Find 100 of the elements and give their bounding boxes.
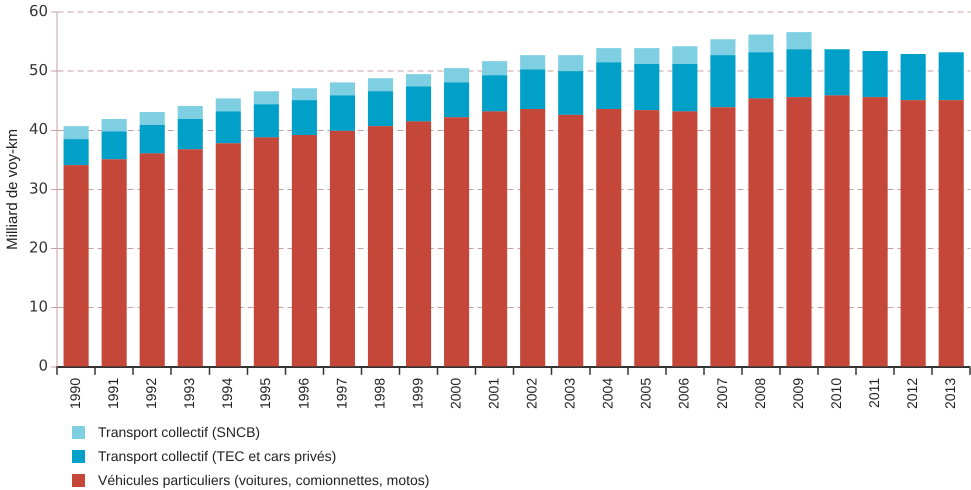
x-tick-label: 1992 [143,378,160,410]
bar [368,91,394,126]
x-tick-label: 2013 [942,378,958,410]
x-tick-label: 2011 [866,378,882,408]
x-tick-label: 1995 [257,378,274,410]
bar [140,153,165,366]
bar [178,149,203,366]
bar [824,95,850,366]
y-tick-label: 50 [28,61,48,80]
bar [596,62,622,109]
bar [406,121,432,366]
bar [596,48,622,62]
bar [254,104,279,138]
bar [406,74,432,87]
bar [672,64,698,112]
x-tick-label: 2000 [447,378,464,410]
y-tick-label: 40 [28,120,48,138]
bar [140,112,165,125]
bar [292,88,317,100]
y-tick-label: 30 [28,179,48,198]
y-tick-label: 60 [28,2,48,20]
bar [710,55,736,108]
bar [292,135,317,366]
bar [558,71,584,115]
y-tick-label: 10 [28,298,48,316]
bar [482,75,508,112]
bar [938,52,964,100]
bar [520,108,546,366]
x-tick-label: 2010 [828,378,844,410]
x-tick-label: 2003 [562,378,578,410]
bar [596,108,622,366]
bar [634,110,660,366]
bar [634,48,660,64]
bar [444,117,470,366]
bar [710,39,736,56]
bar [444,68,470,82]
x-tick-label: 2005 [638,378,654,410]
y-axis-title: Milliard de voy-km [4,129,22,250]
bar [330,95,355,131]
bar [824,49,850,96]
bar [368,126,394,366]
x-tick-label: 2002 [524,378,540,410]
bar [558,114,584,366]
bar [520,55,546,70]
bar [862,97,888,366]
bar [672,111,698,366]
bar [482,111,508,366]
x-tick-label: 1994 [219,378,236,410]
legend-label: Véhicules particuliers (voitures, comionnettes, motos) [98,472,430,488]
x-tick-label: 2006 [676,378,692,410]
bar [406,86,432,122]
x-tick-label: 1996 [295,378,312,410]
bar [216,111,241,144]
y-tick-label: 20 [28,238,48,256]
bar [64,139,89,166]
bar [216,143,241,366]
legend-label: Transport collectif (SNCB) [98,424,260,440]
bar [786,49,812,98]
bar [786,97,812,366]
bar [900,54,926,100]
x-tick-label: 1991 [105,378,122,410]
bar [482,61,508,76]
bar [254,91,279,104]
bar [64,126,89,140]
legend-label: Transport collectif (TEC et cars privés) [98,448,336,464]
bar [786,32,812,50]
bar [862,51,888,98]
x-tick-label: 1998 [371,378,388,410]
bar [748,34,774,52]
bar [330,130,355,366]
bar [634,64,660,110]
bar [748,52,774,98]
bar [102,159,127,366]
bar [140,124,165,154]
x-tick-label: 1997 [333,378,350,410]
bar [292,100,317,136]
x-tick-label: 1993 [181,378,198,410]
x-tick-label: 2009 [790,378,806,410]
bar [216,98,241,112]
x-tick-label: 1999 [409,378,426,410]
bar [102,119,127,132]
bar [254,137,279,366]
bar [178,119,203,150]
x-tick-label: 2012 [904,378,920,410]
x-tick-label: 1990 [66,378,83,410]
x-tick-label: 2008 [752,378,768,410]
bar [102,131,127,160]
x-tick-label: 2004 [600,378,616,410]
bar [710,107,736,366]
bar [368,78,394,92]
bar [444,82,470,118]
x-tick-label: 2007 [714,378,730,410]
bar [900,100,926,366]
bar [938,100,964,366]
bar [558,55,584,72]
bar [520,69,546,109]
bar [64,165,89,366]
x-tick-label: 2001 [485,378,502,410]
bar [748,98,774,366]
y-tick-label: 0 [38,356,48,375]
